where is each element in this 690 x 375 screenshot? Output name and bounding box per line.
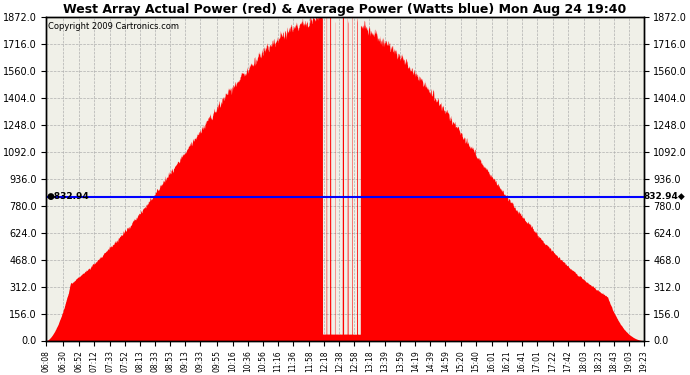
Title: West Array Actual Power (red) & Average Power (Watts blue) Mon Aug 24 19:40: West Array Actual Power (red) & Average …: [63, 3, 627, 16]
Text: ●832.94: ●832.94: [46, 192, 89, 201]
Text: Copyright 2009 Cartronics.com: Copyright 2009 Cartronics.com: [48, 22, 179, 31]
Text: 832.94◆: 832.94◆: [644, 192, 685, 201]
